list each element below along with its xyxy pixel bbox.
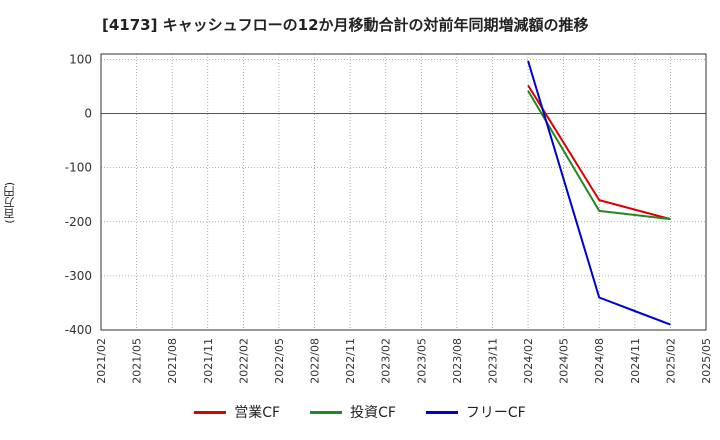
x-tick-label: 2024/08 [593, 338, 606, 384]
plot-frame [100, 53, 707, 331]
x-tick-label: 2023/02 [380, 338, 393, 384]
legend-item-investing-cf: 投資CF [310, 402, 396, 422]
x-tick-label: 2023/11 [486, 338, 499, 384]
x-tick-label: 2022/11 [344, 338, 357, 384]
x-tick-label: 2021/05 [131, 338, 144, 384]
y-tick-label: -100 [65, 161, 92, 175]
y-tick-label: -200 [65, 215, 92, 229]
x-tick-label: 2022/02 [237, 338, 250, 384]
x-tick-label: 2021/11 [202, 338, 215, 384]
legend-label-free-cf: フリーCF [465, 405, 526, 421]
legend-item-free-cf: フリーCF [425, 402, 526, 422]
legend: 営業CF 投資CF フリーCF [0, 402, 720, 422]
legend-swatch-investing-cf [310, 410, 343, 414]
x-tick-label: 2022/08 [309, 338, 322, 384]
legend-label-operating-cf: 営業CF [234, 405, 281, 421]
x-tick-label: 2025/02 [664, 338, 677, 384]
y-tick-label: -300 [65, 269, 92, 283]
x-tick-label: 2021/02 [95, 338, 108, 384]
x-tick-label: 2024/02 [522, 338, 535, 384]
y-tick-label: 100 [69, 52, 92, 66]
series-line-0 [527, 84, 671, 221]
x-tick-label: 2022/05 [273, 338, 286, 384]
x-tick-label: 2024/05 [558, 338, 571, 384]
x-tick-label: 2025/05 [700, 338, 713, 384]
series-line-1 [527, 90, 671, 221]
legend-item-operating-cf: 営業CF [194, 402, 280, 422]
x-tick-label: 2023/08 [451, 338, 464, 384]
y-tick-label: -400 [65, 323, 92, 337]
legend-swatch-free-cf [425, 410, 458, 414]
x-tick-label: 2024/11 [629, 338, 642, 384]
y-tick-label: 0 [84, 107, 92, 121]
chart-title: [4173] キャッシュフローの12か月移動合計の対前年同期増減額の推移 [102, 16, 589, 34]
series-line-2 [527, 60, 671, 326]
legend-label-investing-cf: 投資CF [350, 405, 396, 421]
x-tick-label: 2023/05 [415, 338, 428, 384]
legend-swatch-operating-cf [194, 410, 227, 414]
x-tick-label: 2021/08 [166, 338, 179, 384]
plot-area [101, 54, 706, 330]
